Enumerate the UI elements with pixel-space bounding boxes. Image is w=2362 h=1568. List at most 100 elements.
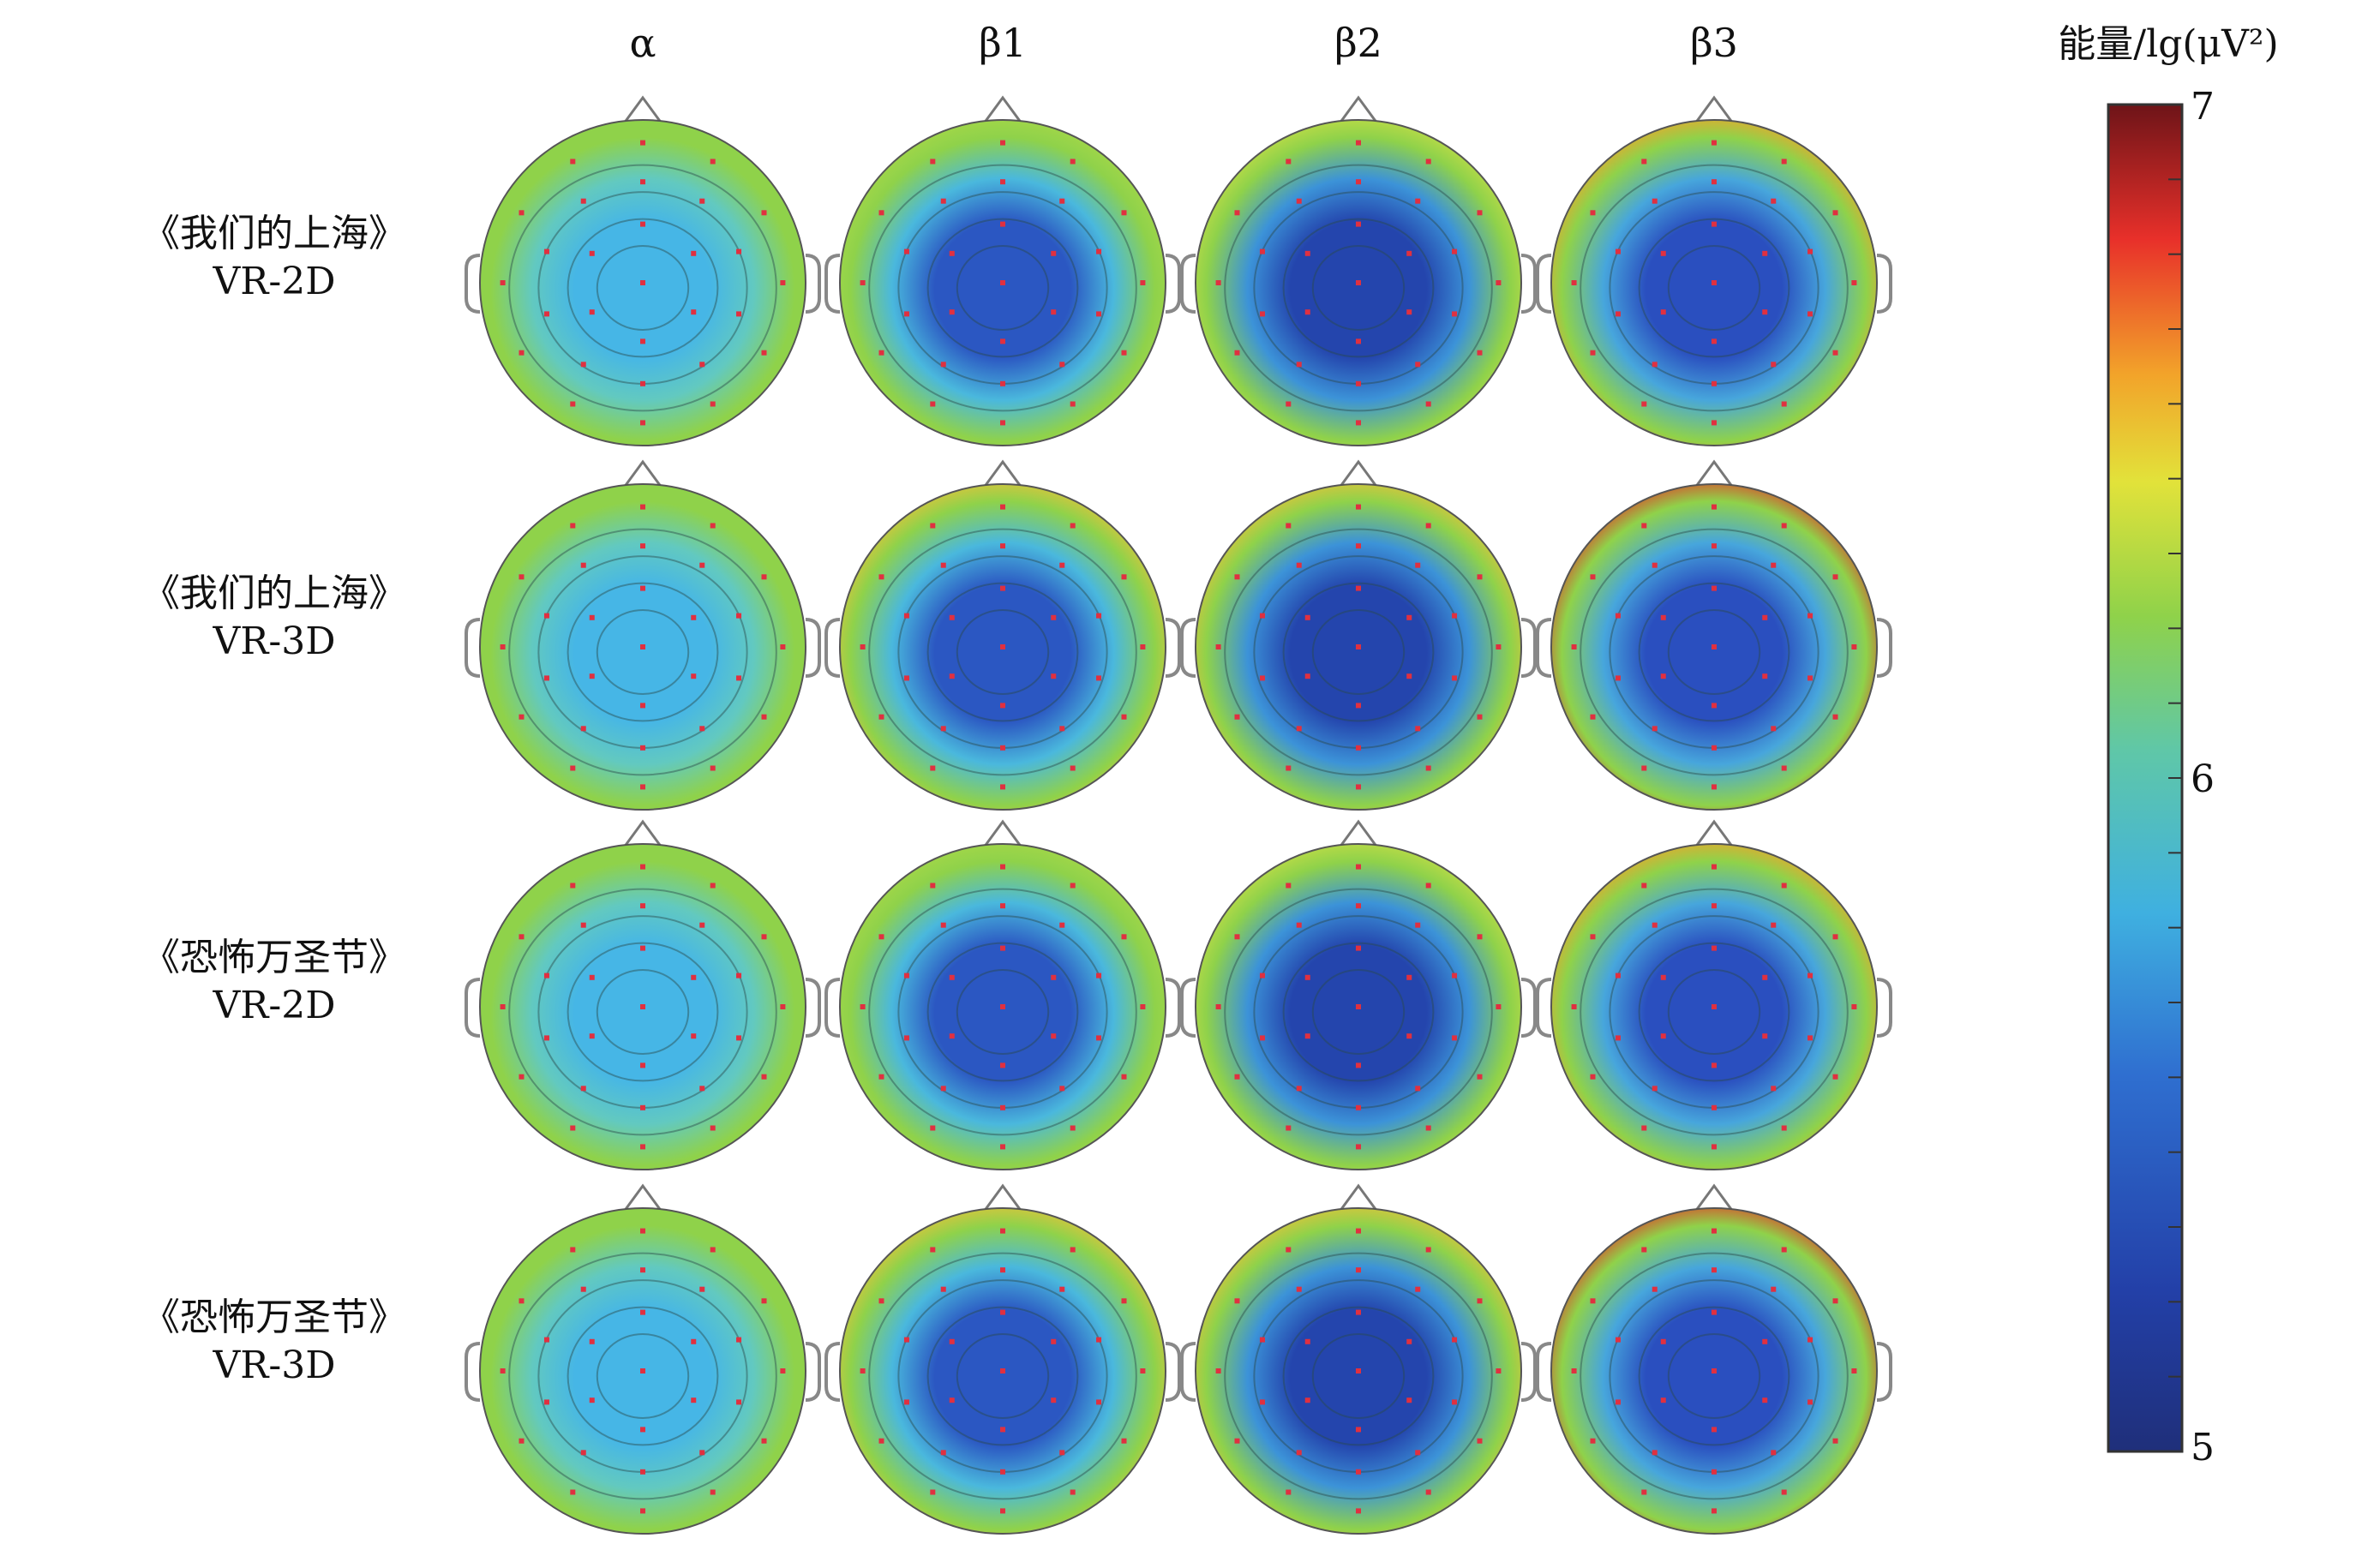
electrode-marker: [691, 309, 697, 315]
electrode-marker: [1712, 644, 1717, 649]
electrode-marker: [1771, 1450, 1777, 1456]
contour-line: [1638, 582, 1790, 722]
contour-line: [956, 245, 1050, 331]
electrode-marker: [1425, 1489, 1431, 1495]
electrode-marker: [1286, 1489, 1292, 1495]
electrode-marker: [940, 1286, 946, 1292]
electrode-marker: [1296, 726, 1302, 732]
head-nose: [622, 459, 663, 488]
electrode-marker: [1356, 420, 1361, 426]
electrode-marker: [860, 1368, 866, 1373]
head-map-r4-c4: [1536, 1183, 1892, 1535]
electrode-marker: [1477, 210, 1483, 216]
electrode-marker: [1356, 221, 1361, 227]
head-nose: [982, 819, 1023, 848]
electrode-marker: [1452, 248, 1458, 254]
head-left-ear: [1536, 978, 1552, 1038]
electrode-marker: [640, 221, 645, 227]
electrode-marker: [500, 1004, 506, 1009]
electrode-marker: [1415, 922, 1421, 928]
electrode-marker: [1215, 1004, 1221, 1009]
electrode-marker: [640, 585, 645, 591]
electrode-marker: [736, 1035, 742, 1041]
electrode-marker: [589, 309, 595, 315]
contour-line: [868, 528, 1137, 776]
electrode-marker: [699, 1086, 705, 1092]
electrode-marker: [736, 675, 742, 681]
electrode-marker: [1121, 1298, 1127, 1304]
electrode-marker: [1771, 922, 1777, 928]
electrode-marker: [1452, 311, 1458, 317]
electrode-marker: [1000, 864, 1005, 870]
electrode-marker: [1807, 1035, 1813, 1041]
electrode-marker: [930, 1489, 936, 1495]
electrode-marker: [1781, 1247, 1787, 1253]
electrode-marker: [860, 644, 866, 649]
electrode-marker: [1762, 1338, 1768, 1344]
electrode-marker: [1712, 864, 1717, 870]
electrode-marker: [1356, 1104, 1361, 1110]
electrode-marker: [1000, 585, 1005, 591]
electrode-marker: [878, 574, 884, 580]
electrode-marker: [589, 673, 595, 679]
head-map-r1-c1: [465, 95, 821, 446]
electrode-marker: [1832, 210, 1838, 216]
row-label-1: 《我们的上海》 VR-2D: [86, 210, 463, 306]
contour-line: [926, 582, 1079, 722]
head-nose: [1338, 819, 1379, 848]
electrode-marker: [1000, 1144, 1005, 1150]
electrode-marker: [640, 1508, 645, 1514]
electrode-marker: [1059, 1286, 1065, 1292]
electrode-marker: [1832, 350, 1838, 356]
row-label-2-title: 《我们的上海》: [142, 572, 406, 615]
head-right-ear: [1876, 1342, 1892, 1402]
electrode-marker: [1000, 543, 1005, 549]
electrode-marker: [580, 1286, 586, 1292]
contour-line: [868, 888, 1137, 1136]
electrode-marker: [940, 562, 946, 568]
electrode-marker: [1096, 675, 1102, 681]
electrode-marker: [1000, 380, 1005, 386]
head-outline: [1550, 483, 1878, 811]
electrode-marker: [1807, 248, 1813, 254]
electrode-marker: [1296, 1286, 1302, 1292]
electrode-marker: [710, 1489, 716, 1495]
electrode-marker: [640, 1267, 645, 1273]
electrode-marker: [589, 1397, 595, 1403]
electrode-marker: [1000, 1267, 1005, 1273]
electrode-marker: [710, 401, 716, 407]
electrode-marker: [710, 1125, 716, 1131]
electrode-marker: [1070, 523, 1076, 529]
electrode-marker: [1425, 1247, 1431, 1253]
electrode-marker: [1121, 350, 1127, 356]
electrode-marker: [1070, 883, 1076, 889]
head-right-ear: [1165, 1342, 1181, 1402]
electrode-marker: [1051, 974, 1057, 980]
head-right-ear: [1520, 978, 1537, 1038]
electrode-marker: [1304, 1033, 1310, 1039]
electrode-marker: [1070, 159, 1076, 165]
head-outline: [479, 843, 806, 1170]
electrode-marker: [903, 613, 909, 619]
column-title-beta3: β3: [1690, 20, 1738, 66]
head-nose: [1694, 1183, 1735, 1212]
electrode-marker: [1477, 350, 1483, 356]
contour-line: [956, 609, 1050, 695]
electrode-marker: [1051, 1397, 1057, 1403]
electrode-marker: [640, 1104, 645, 1110]
electrode-marker: [1000, 745, 1005, 751]
electrode-marker: [1059, 562, 1065, 568]
electrode-marker: [878, 1438, 884, 1444]
head-right-ear: [805, 978, 821, 1038]
electrode-marker: [1356, 1368, 1361, 1373]
electrode-marker: [903, 973, 909, 979]
electrode-marker: [736, 613, 742, 619]
electrode-marker: [1712, 784, 1717, 790]
electrode-marker: [543, 675, 549, 681]
electrode-marker: [949, 250, 955, 256]
electrode-marker: [761, 1298, 767, 1304]
electrode-marker: [1781, 401, 1787, 407]
electrode-marker: [1356, 945, 1361, 951]
head-map-r1-c4: [1536, 95, 1892, 446]
electrode-marker: [1615, 675, 1621, 681]
